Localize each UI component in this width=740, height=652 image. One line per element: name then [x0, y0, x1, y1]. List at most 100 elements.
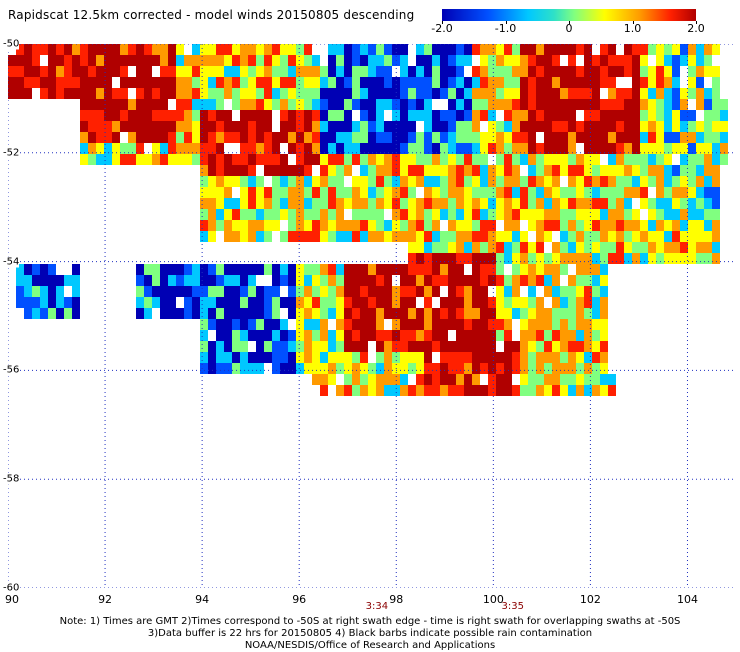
- heatmap-cell: [472, 374, 480, 385]
- heatmap-cell: [344, 110, 352, 121]
- heatmap-cell: [104, 44, 112, 55]
- heatmap-cell: [616, 99, 624, 110]
- heatmap-cell: [432, 110, 440, 121]
- heatmap-cell: [392, 308, 400, 319]
- heatmap-cell: [240, 88, 248, 99]
- heatmap-cell: [448, 44, 456, 55]
- heatmap-cell: [688, 176, 696, 187]
- heatmap-cell: [216, 165, 224, 176]
- heatmap-cell: [504, 77, 512, 88]
- heatmap-cell: [600, 77, 608, 88]
- heatmap-cell: [544, 352, 552, 363]
- heatmap-cell: [256, 187, 264, 198]
- heatmap-cell: [208, 121, 216, 132]
- heatmap-cell: [592, 121, 600, 132]
- heatmap-cell: [272, 77, 280, 88]
- heatmap-cell: [568, 187, 576, 198]
- heatmap-cell: [584, 308, 592, 319]
- heatmap-cell: [80, 66, 88, 77]
- heatmap-cell: [480, 99, 488, 110]
- heatmap-cell: [512, 99, 520, 110]
- heatmap-cell: [416, 55, 424, 66]
- heatmap-cell: [352, 99, 360, 110]
- heatmap-cell: [264, 99, 272, 110]
- heatmap-cell: [304, 55, 312, 66]
- heatmap-cell: [568, 242, 576, 253]
- heatmap-cell: [608, 231, 616, 242]
- heatmap-cell: [208, 363, 216, 374]
- heatmap-cell: [240, 286, 248, 297]
- heatmap-cell: [88, 154, 96, 165]
- heatmap-cell: [208, 352, 216, 363]
- heatmap-cell: [488, 165, 496, 176]
- heatmap-cell: [664, 77, 672, 88]
- heatmap-cell: [696, 209, 704, 220]
- heatmap-cell: [696, 198, 704, 209]
- heatmap-cell: [304, 231, 312, 242]
- heatmap-cell: [336, 154, 344, 165]
- heatmap-cell: [592, 275, 600, 286]
- heatmap-cell: [248, 121, 256, 132]
- heatmap-cell: [296, 165, 304, 176]
- heatmap-cell: [384, 176, 392, 187]
- heatmap-cell: [448, 88, 456, 99]
- heatmap-cell: [584, 275, 592, 286]
- heatmap-cell: [664, 242, 672, 253]
- heatmap-cell: [504, 308, 512, 319]
- heatmap-cell: [456, 264, 464, 275]
- heatmap-cell: [512, 242, 520, 253]
- heatmap-cell: [264, 341, 272, 352]
- heatmap-cell: [232, 275, 240, 286]
- heatmap-cell: [216, 66, 224, 77]
- heatmap-cell: [656, 110, 664, 121]
- heatmap-cell: [192, 77, 200, 88]
- heatmap-cell: [392, 330, 400, 341]
- heatmap-cell: [520, 77, 528, 88]
- heatmap-cell: [152, 132, 160, 143]
- heatmap-cell: [304, 187, 312, 198]
- heatmap-cell: [192, 99, 200, 110]
- heatmap-cell: [424, 363, 432, 374]
- heatmap-cell: [560, 44, 568, 55]
- heatmap-cell: [664, 110, 672, 121]
- heatmap-cell: [352, 55, 360, 66]
- heatmap-cell: [416, 341, 424, 352]
- heatmap-cell: [600, 66, 608, 77]
- heatmap-cell: [432, 253, 440, 264]
- heatmap-cell: [560, 385, 568, 396]
- heatmap-cell: [592, 220, 600, 231]
- heatmap-cell: [248, 363, 256, 374]
- heatmap-cell: [312, 187, 320, 198]
- heatmap-cell: [576, 165, 584, 176]
- heatmap-cell: [472, 143, 480, 154]
- heatmap-cell: [616, 66, 624, 77]
- heatmap-cell: [248, 286, 256, 297]
- heatmap-cell: [248, 88, 256, 99]
- heatmap-cell: [40, 44, 48, 55]
- heatmap-cell: [184, 121, 192, 132]
- heatmap-cell: [120, 44, 128, 55]
- heatmap-cell: [480, 385, 488, 396]
- heatmap-cell: [560, 286, 568, 297]
- heatmap-cell: [304, 264, 312, 275]
- heatmap-cell: [368, 319, 376, 330]
- heatmap-cell: [272, 198, 280, 209]
- heatmap-cell: [200, 187, 208, 198]
- heatmap-cell: [696, 132, 704, 143]
- heatmap-cell: [608, 165, 616, 176]
- heatmap-cell: [656, 198, 664, 209]
- heatmap-cell: [8, 66, 16, 77]
- heatmap-cell: [520, 88, 528, 99]
- heatmap-cell: [472, 253, 480, 264]
- heatmap-cell: [200, 330, 208, 341]
- heatmap-cell: [296, 88, 304, 99]
- heatmap-cell: [216, 99, 224, 110]
- heatmap-cell: [592, 132, 600, 143]
- heatmap-cell: [264, 44, 272, 55]
- heatmap-cell: [296, 132, 304, 143]
- heatmap-cell: [448, 286, 456, 297]
- heatmap-cell: [528, 66, 536, 77]
- heatmap-cell: [344, 231, 352, 242]
- heatmap-cell: [296, 352, 304, 363]
- heatmap-cell: [480, 77, 488, 88]
